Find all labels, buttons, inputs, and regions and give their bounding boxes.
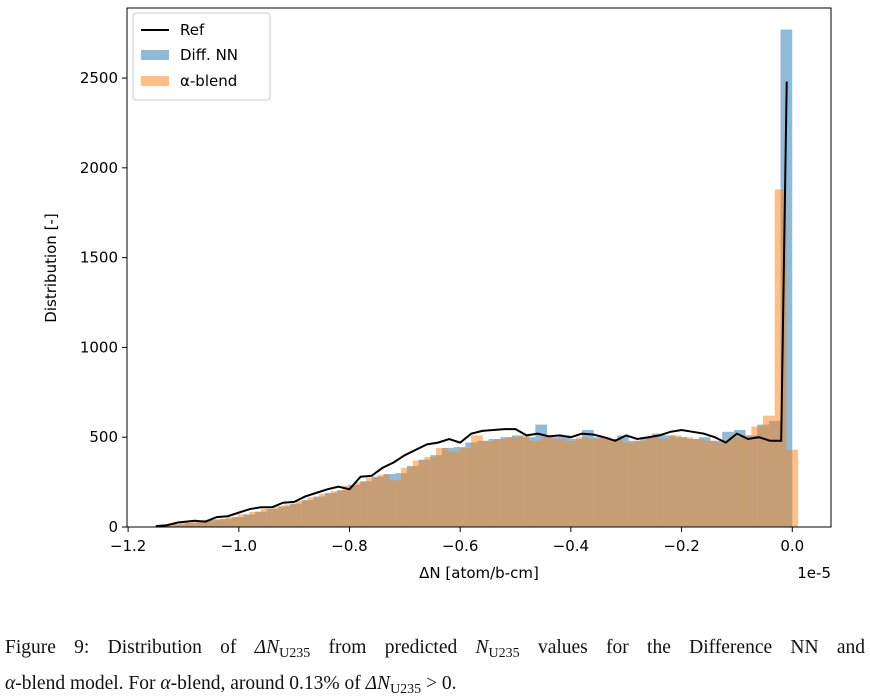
hist-bar <box>179 522 191 527</box>
hist-bar <box>471 435 483 527</box>
hist-bar <box>202 519 215 527</box>
hist-bar <box>482 440 495 527</box>
hist-bar <box>377 474 390 527</box>
hist-bar <box>634 440 647 527</box>
caption-sub: U235 <box>390 682 422 697</box>
hist-bar <box>412 460 425 527</box>
caption-sub: U235 <box>488 646 520 661</box>
hist-bar <box>167 524 180 527</box>
caption-text: -blend, around 0.13% of <box>170 673 366 694</box>
hist-bar <box>646 437 658 527</box>
hist-bar <box>669 435 682 527</box>
caption-text: -blend model. For <box>15 673 161 694</box>
hist-bar <box>424 456 437 527</box>
hist-bar <box>214 518 226 527</box>
y-axis-label: Distribution [-] <box>42 213 60 322</box>
caption-sub: U235 <box>279 646 311 661</box>
y-tick-label: 1000 <box>80 338 118 356</box>
hist-bar <box>190 521 203 527</box>
legend-swatch <box>141 50 169 60</box>
hist-bar <box>260 509 273 527</box>
hist-bar <box>739 435 752 527</box>
caption-math: α <box>5 673 16 694</box>
caption-text: values for the Difference NN and <box>519 637 866 658</box>
hist-bar <box>774 189 787 527</box>
hist-bar <box>272 506 285 527</box>
hist-bar <box>751 426 764 527</box>
hist-bar <box>622 442 635 527</box>
x-tick-label: 0.0 <box>780 537 804 555</box>
hist-bar <box>541 437 553 527</box>
x-offset-label: 1e-5 <box>797 564 831 582</box>
hist-bar <box>681 437 693 527</box>
hist-bar <box>401 467 413 527</box>
hist-bar <box>284 504 296 527</box>
hist-bar <box>342 485 355 527</box>
hist-bar <box>529 440 542 527</box>
caption-line: Figure 9: Distribution of ΔNU235 from pr… <box>5 637 865 662</box>
hist-bar <box>552 439 565 527</box>
y-tick-label: 0 <box>108 518 118 536</box>
hist-bar <box>506 437 518 527</box>
x-tick-label: −0.2 <box>663 537 699 555</box>
caption-text: > 0. <box>421 673 457 694</box>
hist-bar <box>780 29 793 528</box>
hist-bar <box>763 415 775 527</box>
caption-math: α <box>160 673 171 694</box>
hist-bar <box>225 517 238 527</box>
x-tick-label: −0.8 <box>331 537 367 555</box>
caption-math: ΔN <box>365 673 391 694</box>
ref-line <box>155 81 788 528</box>
hist-bar <box>564 440 577 527</box>
hist-bar <box>330 491 343 527</box>
caption-text: Figure 9: Distribution of <box>5 637 255 658</box>
hist-bar <box>365 477 378 527</box>
y-tick-label: 500 <box>89 428 118 446</box>
hist-bar <box>307 497 320 527</box>
hist-bar <box>587 439 600 527</box>
hist-bar <box>704 440 717 527</box>
caption-text: from predicted <box>310 637 476 658</box>
hist-bar <box>576 437 588 527</box>
x-tick-label: −1.0 <box>221 537 257 555</box>
hist-bar <box>494 439 507 527</box>
hist-bar <box>354 482 366 527</box>
legend-swatch <box>141 76 169 86</box>
caption-line: α-blend model. For α-blend, around 0.13%… <box>5 673 865 698</box>
x-axis-label: ΔN [atom/b-cm] <box>419 564 539 582</box>
y-tick-label: 1500 <box>80 249 118 267</box>
x-tick-label: −0.6 <box>442 537 478 555</box>
legend-label: Diff. NN <box>180 46 238 64</box>
hist-bar <box>611 439 623 527</box>
hist-bar <box>786 449 799 527</box>
caption-math: ΔN <box>254 637 280 658</box>
x-tick-label: −0.4 <box>553 537 589 555</box>
hist-bar <box>459 447 472 527</box>
x-tick-label: −1.2 <box>110 537 146 555</box>
hist-bar <box>692 439 705 527</box>
hist-bar <box>599 437 612 527</box>
legend-label: Ref <box>180 21 205 39</box>
hist-bar <box>447 451 460 527</box>
hist-bar <box>517 436 530 527</box>
hist-bar <box>319 493 331 527</box>
y-tick-label: 2000 <box>80 159 118 177</box>
y-tick-label: 2500 <box>80 69 118 87</box>
hist-bar <box>295 500 308 527</box>
caption-math: N <box>475 637 489 658</box>
hist-bar <box>728 437 740 527</box>
hist-bar <box>237 514 250 527</box>
hist-bar <box>436 447 448 527</box>
hist-bar <box>657 439 670 527</box>
hist-bar <box>249 511 261 527</box>
legend-label: α-blend <box>180 72 237 90</box>
chart: ΔN [atom/b-cm] Distribution [-] 1e-5 −1.… <box>42 7 832 582</box>
hist-bar <box>389 480 402 527</box>
plot-frame <box>126 7 832 528</box>
hist-bar <box>716 442 729 527</box>
